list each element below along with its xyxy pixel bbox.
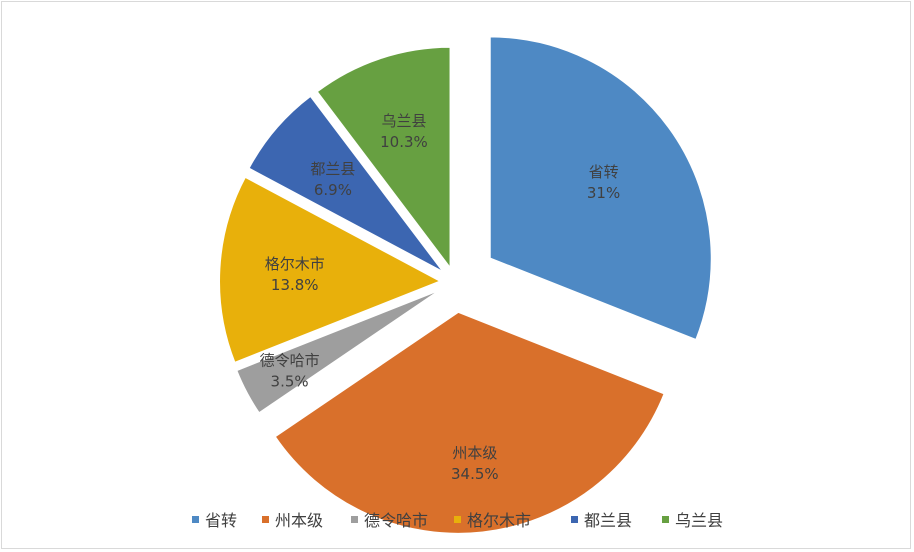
slice-percent-label: 6.9% bbox=[314, 181, 352, 199]
slice-percent-label: 34.5% bbox=[451, 465, 499, 483]
slice-category-label: 省转 bbox=[589, 163, 619, 181]
slice-category-label: 格尔木市 bbox=[265, 255, 325, 273]
pie-slice-6 bbox=[315, 45, 452, 272]
legend-swatch bbox=[571, 516, 578, 523]
pie-slice-3 bbox=[234, 287, 444, 415]
legend-swatch bbox=[662, 516, 669, 523]
legend-label: 乌兰县 bbox=[675, 511, 723, 530]
slice-category-label: 州本级 bbox=[452, 444, 497, 462]
pie-slice-2 bbox=[273, 310, 667, 535]
slice-category-label: 乌兰县 bbox=[381, 112, 426, 130]
slice-percent-label: 31% bbox=[587, 184, 620, 202]
legend-label: 都兰县 bbox=[584, 511, 632, 530]
legend-label: 州本级 bbox=[275, 511, 323, 530]
legend-label: 省转 bbox=[205, 511, 237, 530]
slice-labels: 省转 31% 州本级 34.5% 德令哈市 3.5% 格尔木市 13.8% 都兰县 6.9% 乌兰县… bbox=[260, 112, 621, 483]
legend: 省转 州本级 德令哈市 格尔木市 都兰县 乌兰县 bbox=[192, 511, 723, 530]
pie-slice-1 bbox=[488, 35, 713, 342]
pie-slices bbox=[218, 35, 713, 535]
slice-percent-label: 10.3% bbox=[380, 133, 428, 151]
legend-swatch bbox=[262, 516, 269, 523]
legend-swatch bbox=[351, 516, 358, 523]
slice-category-label: 都兰县 bbox=[310, 160, 355, 178]
legend-swatch bbox=[192, 516, 199, 523]
legend-label: 德令哈市 bbox=[364, 511, 428, 530]
slice-percent-label: 13.8% bbox=[271, 276, 319, 294]
pie-slice-5 bbox=[247, 94, 446, 274]
pie-slice-4 bbox=[218, 175, 444, 365]
slice-category-label: 德令哈市 bbox=[260, 352, 320, 370]
legend-label: 格尔木市 bbox=[467, 511, 531, 530]
slice-percent-label: 3.5% bbox=[271, 373, 309, 391]
legend-swatch bbox=[454, 516, 461, 523]
